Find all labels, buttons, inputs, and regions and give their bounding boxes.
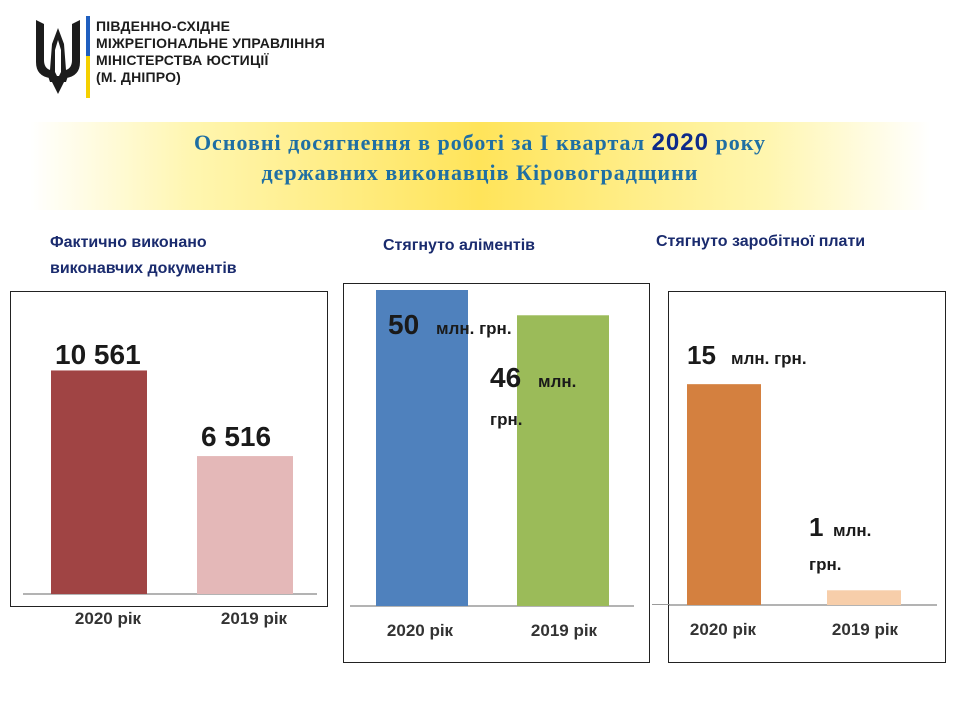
data-label-unit: млн. bbox=[833, 521, 871, 540]
chart3-heading: Стягнуто заробітної плати bbox=[656, 233, 866, 250]
data-label-unit: млн. bbox=[538, 372, 576, 391]
org-line: МІЖРЕГІОНАЛЬНЕ УПРАВЛІННЯ bbox=[96, 35, 325, 51]
category-label: 2020 рік bbox=[75, 609, 142, 628]
organization-name: ПІВДЕННО-СХІДНЕ МІЖРЕГІОНАЛЬНЕ УПРАВЛІНН… bbox=[96, 18, 325, 86]
title-subtitle: державних виконавців Кіровоградщини bbox=[261, 160, 699, 185]
org-line: ПІВДЕННО-СХІДНЕ bbox=[96, 18, 231, 34]
chart-wages: 15 млн. грн. 1 млн. грн. 2020 рік 2019 рік bbox=[668, 291, 946, 663]
bar-2020-рік bbox=[376, 290, 468, 606]
bar-2020-рік bbox=[687, 384, 761, 605]
chart2-heading: Стягнуто аліментів bbox=[383, 237, 536, 254]
org-line: (М. ДНІПРО) bbox=[96, 69, 182, 85]
data-label: 6 516 bbox=[201, 421, 271, 452]
bar-2019-рік bbox=[197, 456, 293, 594]
org-line: МІНІСТЕРСТВА ЮСТИЦІЇ bbox=[96, 52, 269, 68]
title-banner bbox=[30, 122, 930, 210]
category-label: 2019 рік bbox=[221, 609, 288, 628]
chart-executed-documents: 10 561 6 516 bbox=[10, 291, 328, 607]
data-label: 1 bbox=[809, 512, 823, 542]
category-label: 2019 рік bbox=[832, 620, 899, 639]
title-text: року bbox=[708, 130, 767, 155]
category-label: 2020 рік bbox=[690, 620, 757, 639]
chart-alimony: 50 млн. грн. 46 млн. грн. 2020 рік 2019 рік bbox=[343, 283, 650, 663]
chart-executed-documents-axis: 2020 рік 2019 рік bbox=[75, 609, 288, 628]
title-year: 2020 bbox=[651, 129, 709, 156]
logo-yellow-stripe bbox=[86, 56, 90, 98]
trident-logo-icon bbox=[36, 20, 80, 94]
data-label-unit: грн. bbox=[809, 555, 841, 574]
chart1-heading: Фактично виконано виконавчих документів bbox=[50, 230, 237, 282]
chart1-heading-line: виконавчих документів bbox=[50, 260, 237, 277]
bar-2019-рік bbox=[827, 590, 901, 605]
page-title: Основні досягнення в роботі за І квартал… bbox=[0, 128, 960, 188]
data-label: 10 561 bbox=[55, 339, 141, 370]
data-label: 50 bbox=[388, 309, 419, 340]
title-text: Основні досягнення в роботі за І квартал bbox=[193, 130, 652, 155]
bar-2019-рік bbox=[517, 315, 609, 606]
x-axis-line-extension bbox=[652, 604, 670, 605]
category-label: 2019 рік bbox=[531, 621, 598, 640]
category-label: 2020 рік bbox=[387, 621, 454, 640]
data-label-unit: млн. грн. bbox=[436, 319, 512, 338]
data-label-unit: млн. грн. bbox=[731, 349, 807, 368]
logo-blue-stripe bbox=[86, 16, 90, 56]
chart1-heading-line: Фактично виконано bbox=[50, 234, 207, 251]
data-label: 46 bbox=[490, 362, 521, 393]
bar-2020-рік bbox=[51, 370, 147, 594]
data-label: 15 bbox=[687, 340, 716, 370]
data-label-unit: грн. bbox=[490, 410, 522, 429]
